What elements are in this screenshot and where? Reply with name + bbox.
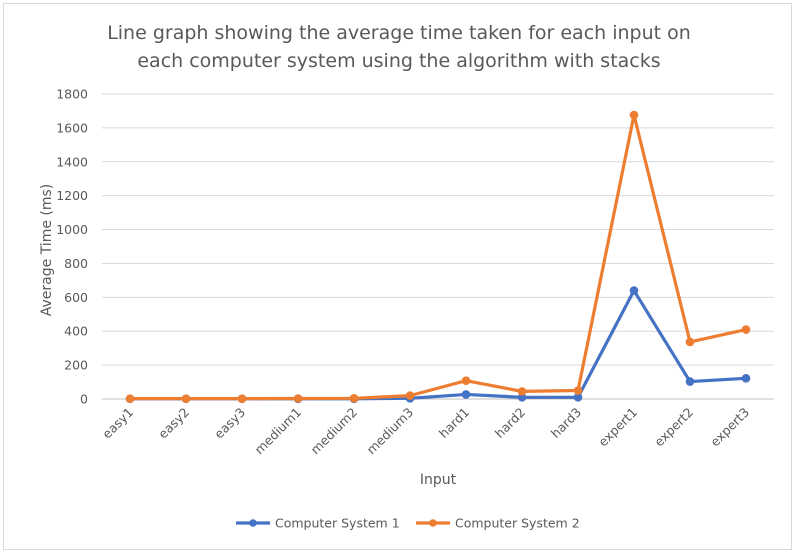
data-point [629, 286, 639, 295]
y-tick-label: 600 [64, 290, 88, 305]
chart-frame: Line graph showing the average time take… [3, 3, 792, 550]
y-tick-label: 1600 [56, 120, 88, 135]
y-tick-label: 200 [64, 358, 88, 373]
y-tick-label: 1000 [56, 222, 88, 237]
legend-label: Computer System 1 [275, 516, 400, 531]
data-point [573, 386, 583, 395]
legend-entry-1: Computer System 1 [236, 516, 400, 531]
data-point [125, 394, 135, 403]
x-tick-label: expert1 [595, 405, 640, 450]
y-axis-title: Average Time (ms) [39, 184, 55, 317]
data-point [461, 376, 471, 386]
data-point [741, 374, 751, 383]
series-line [128, 288, 748, 401]
legend-marker [249, 519, 257, 527]
legend-label: Computer System 2 [455, 516, 580, 531]
line-chart: Line graph showing the average time take… [39, 22, 774, 531]
x-tick-label: medium2 [308, 405, 361, 458]
series-line [128, 113, 748, 401]
x-tick-label: hard2 [492, 405, 528, 441]
x-tick-label: medium3 [364, 405, 417, 458]
x-tick-label: hard3 [548, 405, 584, 441]
data-point [349, 394, 359, 403]
y-tick-label: 0 [80, 392, 88, 407]
data-point [461, 390, 471, 399]
legend-entry-2: Computer System 2 [416, 516, 580, 531]
data-point [181, 394, 191, 403]
series-1 [125, 286, 751, 404]
legend-marker [429, 519, 437, 527]
data-point [237, 394, 247, 403]
y-tick-label: 400 [64, 324, 88, 339]
x-tick-label: medium1 [252, 405, 305, 458]
data-point [517, 387, 527, 396]
chart-title: Line graph showing the average time take… [107, 22, 691, 72]
y-tick-label: 800 [64, 256, 88, 271]
x-tick-label: expert2 [651, 405, 696, 450]
y-axis-tick-labels: 0 200 400 600 800 1000 1200 1400 1600 1800 [56, 87, 88, 407]
gridlines [102, 93, 774, 400]
chart-title-line-2: each computer system using the algorithm… [137, 50, 660, 72]
x-tick-label: easy2 [155, 405, 192, 442]
x-axis-tick-labels: easy1 easy2 easy3 medium1 medium2 medium3 hard… [99, 405, 752, 458]
x-axis-title: Input [420, 472, 457, 488]
y-tick-label: 1400 [56, 154, 88, 169]
data-point [685, 377, 695, 386]
x-tick-label: easy3 [211, 405, 248, 442]
data-series [125, 110, 751, 404]
legend: Computer System 1 Computer System 2 [236, 516, 580, 531]
y-tick-label: 1200 [56, 188, 88, 203]
data-point [741, 325, 751, 334]
x-tick-label: easy1 [99, 405, 136, 442]
x-tick-label: expert3 [707, 405, 752, 450]
chart-title-line-1: Line graph showing the average time take… [107, 22, 691, 44]
x-tick-label: hard1 [436, 405, 472, 441]
data-point [685, 337, 695, 347]
data-point [405, 391, 415, 400]
series-2 [125, 110, 751, 403]
y-tick-label: 1800 [56, 87, 88, 102]
data-point [629, 110, 639, 120]
data-point [293, 394, 303, 403]
